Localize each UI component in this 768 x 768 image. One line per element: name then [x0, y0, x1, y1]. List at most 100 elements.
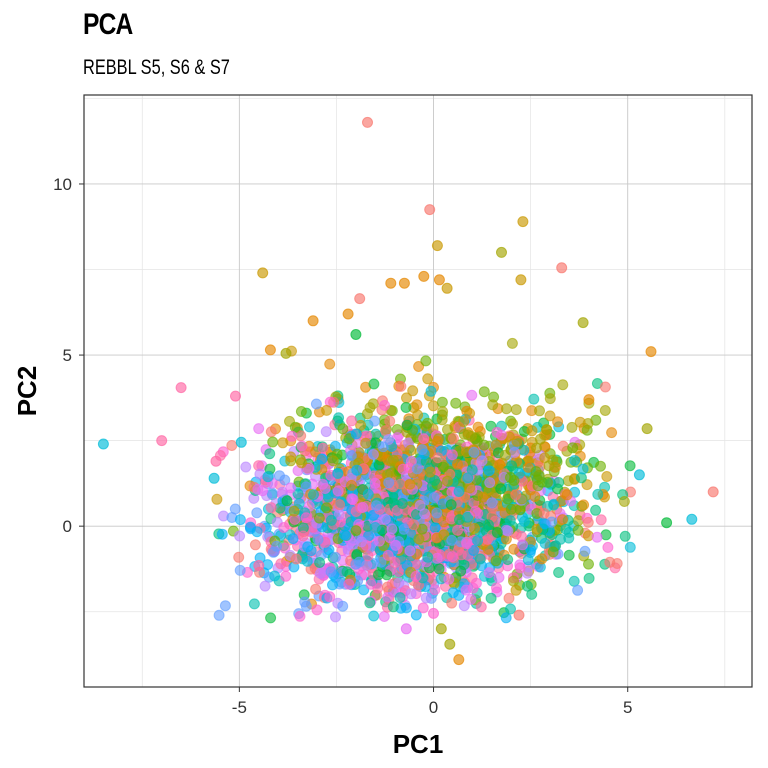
data-point: [416, 444, 428, 456]
data-points: [97, 116, 719, 666]
data-point: [525, 544, 537, 556]
data-point: [290, 553, 302, 565]
data-point-outlier: [208, 472, 220, 484]
data-point: [274, 470, 285, 482]
data-point: [427, 400, 439, 412]
data-point: [259, 580, 271, 592]
data-point: [292, 488, 304, 500]
data-point: [401, 419, 413, 431]
data-point: [595, 514, 607, 526]
data-point: [373, 535, 385, 547]
data-point: [450, 397, 462, 409]
data-point: [437, 406, 449, 418]
data-point: [572, 584, 584, 596]
data-point: [337, 423, 349, 435]
data-point: [433, 563, 445, 575]
data-point: [400, 602, 412, 614]
data-point: [375, 556, 387, 568]
data-point-outlier: [577, 317, 589, 329]
data-point-outlier: [350, 329, 362, 340]
data-point: [325, 514, 337, 526]
data-point: [382, 581, 393, 593]
data-point: [566, 421, 578, 433]
data-point: [562, 475, 574, 487]
data-point: [462, 472, 474, 484]
data-point: [332, 467, 344, 479]
data-point: [312, 534, 324, 545]
data-point: [590, 504, 602, 516]
data-point: [413, 361, 425, 372]
data-point: [462, 511, 474, 523]
data-point: [600, 529, 612, 541]
data-point: [362, 550, 374, 562]
data-point: [510, 584, 522, 596]
data-point: [361, 408, 373, 420]
data-point: [591, 531, 603, 543]
data-point: [382, 549, 394, 561]
data-point-outlier: [496, 246, 507, 258]
data-point: [386, 523, 398, 535]
data-point-outlier: [257, 267, 269, 279]
data-point-outlier: [633, 469, 645, 481]
data-point: [317, 478, 329, 490]
data-point: [302, 463, 314, 475]
data-point: [317, 442, 329, 454]
data-point: [482, 534, 494, 545]
data-point: [351, 464, 363, 476]
data-point-outlier: [645, 346, 657, 358]
panel-border: [83, 94, 753, 688]
data-point: [500, 524, 512, 536]
data-point: [428, 492, 440, 504]
data-point: [577, 463, 589, 475]
data-point: [265, 502, 277, 514]
data-point: [345, 450, 357, 462]
data-point: [544, 410, 556, 422]
data-point: [412, 409, 424, 421]
data-point: [300, 512, 312, 524]
data-point: [311, 604, 323, 616]
data-point: [544, 393, 556, 405]
data-point: [458, 600, 470, 612]
data-point: [308, 489, 319, 501]
data-point: [327, 579, 338, 591]
data-point: [446, 551, 458, 563]
data-point: [501, 403, 512, 415]
y-tick-label: 5: [63, 346, 72, 365]
data-point: [396, 498, 408, 509]
data-point: [557, 440, 569, 452]
data-point: [262, 471, 274, 483]
data-point: [487, 399, 499, 411]
y-tick-label: 10: [53, 175, 72, 194]
data-point: [383, 434, 395, 445]
data-point: [483, 567, 495, 579]
data-point: [296, 440, 308, 452]
data-point-outlier: [280, 347, 292, 359]
data-point: [572, 524, 584, 536]
data-point: [531, 523, 543, 535]
data-point: [483, 465, 495, 477]
data-point: [267, 546, 279, 558]
data-point: [226, 440, 238, 451]
data-point: [339, 529, 351, 541]
data-point: [368, 378, 380, 390]
data-point: [432, 436, 443, 447]
data-point: [289, 421, 301, 433]
data-point: [491, 426, 503, 438]
data-point: [234, 514, 246, 526]
data-point: [356, 536, 367, 548]
data-point: [269, 570, 281, 582]
data-point: [437, 461, 449, 473]
data-point: [452, 524, 463, 536]
data-point: [249, 539, 261, 551]
data-point: [539, 537, 551, 549]
data-point: [355, 419, 367, 431]
data-point: [389, 557, 401, 569]
data-point: [517, 539, 528, 551]
data-point: [357, 501, 369, 513]
data-point: [400, 402, 412, 413]
data-point: [265, 612, 277, 624]
data-point: [411, 463, 423, 475]
data-point: [447, 433, 459, 444]
data-point: [369, 415, 381, 427]
data-point: [381, 569, 393, 581]
